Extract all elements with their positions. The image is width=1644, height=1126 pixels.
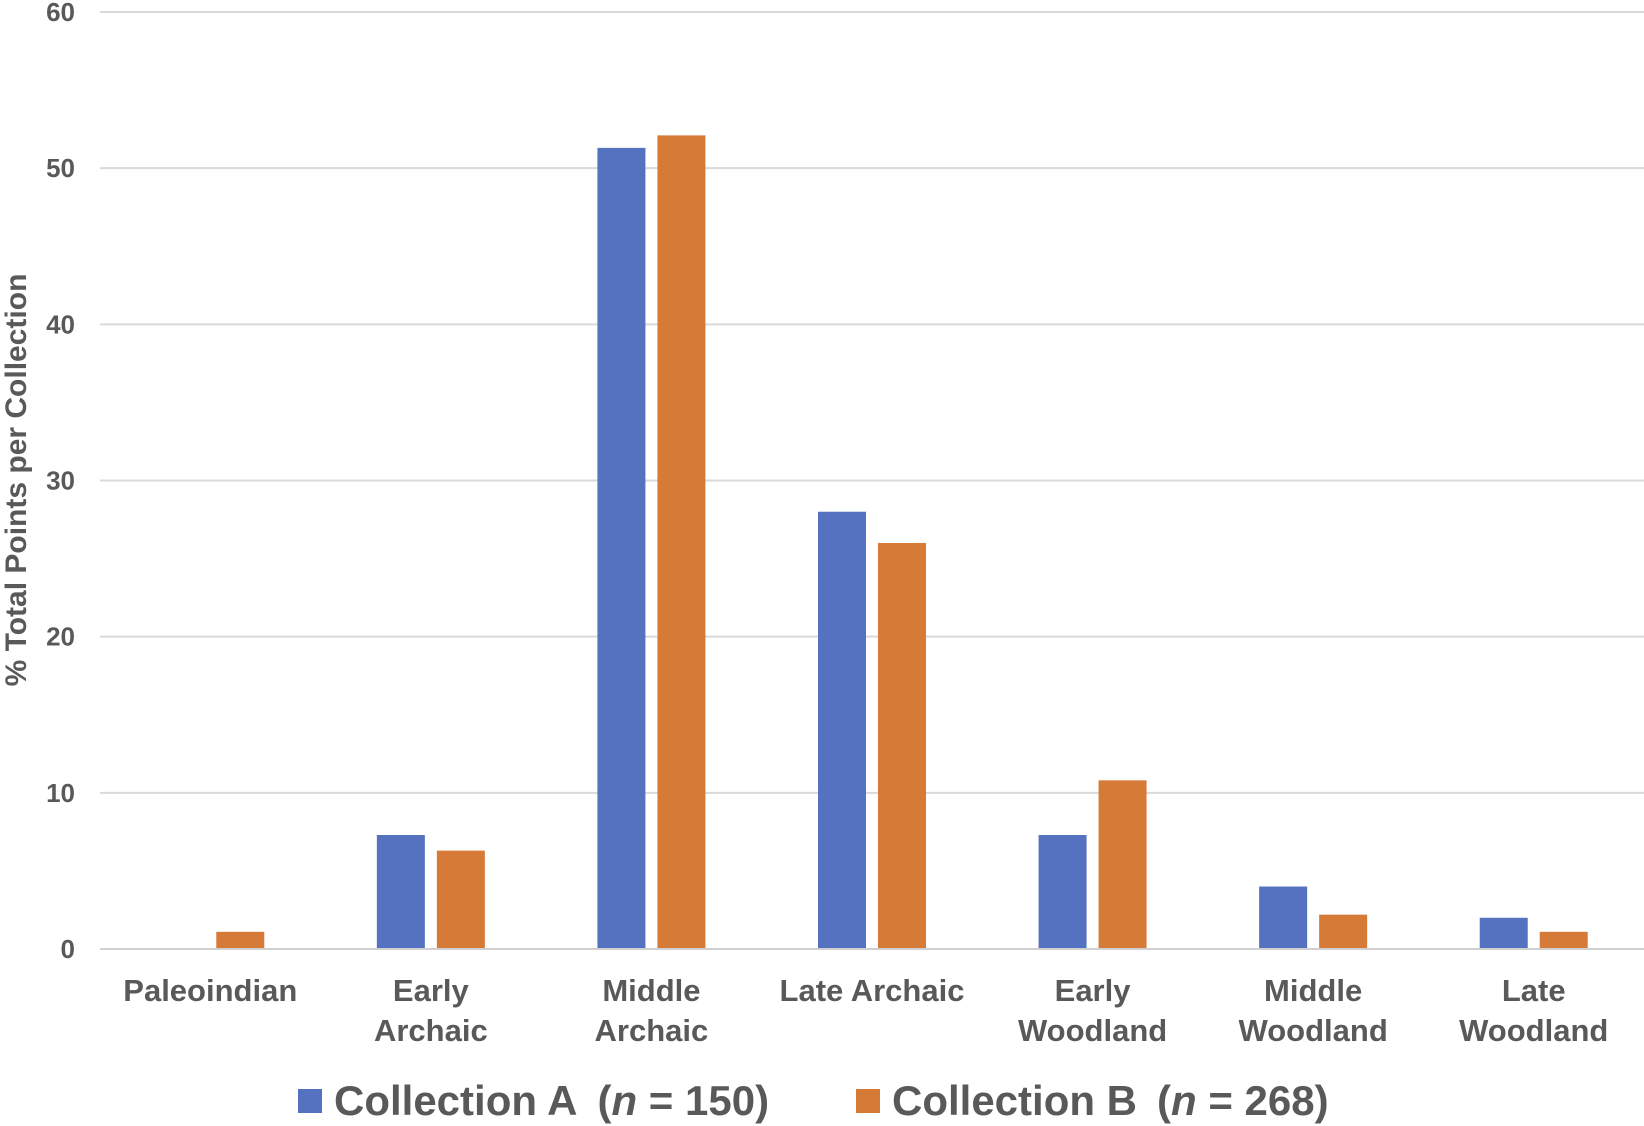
y-tick-label: 30 — [46, 466, 75, 496]
y-axis-label: % Total Points per Collection — [0, 274, 33, 687]
x-category-label: Paleoindian — [123, 973, 297, 1008]
bars — [216, 135, 1588, 950]
x-category-label: Late Archaic — [780, 973, 965, 1008]
legend-label: Collection A (n = 150) — [334, 1077, 769, 1124]
bar-collection-a — [1259, 886, 1308, 949]
bar-collection-b — [216, 931, 265, 949]
bar-collection-a — [376, 834, 425, 949]
legend-swatch — [298, 1089, 322, 1113]
gridlines — [100, 11, 1644, 794]
y-tick-label: 0 — [61, 934, 75, 964]
x-category-label: Late — [1502, 973, 1566, 1008]
bar-collection-b — [657, 135, 706, 949]
x-category-label: Middle — [602, 973, 700, 1008]
bar-collection-b — [1539, 931, 1588, 949]
x-category-label: Middle — [1264, 973, 1362, 1008]
y-tick-label: 50 — [46, 153, 75, 183]
x-category-label: Woodland — [1239, 1013, 1388, 1048]
bar-collection-b — [1098, 780, 1147, 949]
legend-swatch — [856, 1089, 880, 1113]
x-category-label: Early — [393, 973, 470, 1008]
y-tick-label: 40 — [46, 309, 75, 339]
x-category-label: Archaic — [374, 1013, 488, 1048]
y-tick-label: 20 — [46, 622, 75, 652]
bar-collection-b — [878, 542, 926, 949]
y-tick-label: 60 — [46, 0, 75, 27]
legend: Collection A (n = 150) Collection B (n = 26… — [298, 1077, 1329, 1124]
bar-collection-b — [1319, 914, 1368, 949]
x-category-label: Archaic — [595, 1013, 709, 1048]
legend-label: Collection B (n = 268) — [892, 1077, 1329, 1124]
legend-series-name: Collection A — [334, 1077, 577, 1124]
bar-collection-b — [436, 850, 485, 949]
y-tick-label: 10 — [46, 778, 75, 808]
x-category-label: Woodland — [1018, 1013, 1167, 1048]
bar-collection-a — [597, 147, 646, 950]
bar-collection-a — [1479, 917, 1528, 949]
legend-series-name: Collection B — [892, 1077, 1137, 1124]
bar-collection-a — [1038, 834, 1087, 949]
bar-collection-a — [818, 511, 866, 949]
x-axis-categories: Paleoindian Early Archaic Middle Archaic Late… — [123, 973, 1608, 1048]
x-category-label: Woodland — [1459, 1013, 1608, 1048]
y-axis-ticks: 0 10 20 30 40 50 60 — [46, 0, 75, 964]
x-category-label: Early — [1055, 973, 1132, 1008]
